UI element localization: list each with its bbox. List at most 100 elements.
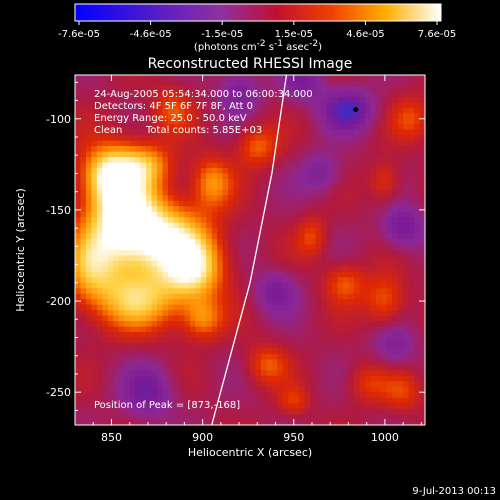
heatmap-cell — [348, 217, 355, 224]
heatmap-cell — [157, 260, 164, 268]
heatmap-cell — [102, 211, 109, 218]
heatmap-cell — [315, 195, 322, 202]
heatmap-cell — [75, 386, 82, 393]
heatmap-cell — [80, 364, 87, 371]
heatmap-cell — [157, 178, 164, 185]
heatmap-cell — [173, 228, 180, 235]
heatmap-cell — [206, 75, 213, 82]
heatmap-cell — [140, 337, 147, 344]
heatmap-cell — [304, 80, 311, 87]
heatmap-cell — [315, 102, 322, 109]
heatmap-cell — [80, 124, 87, 131]
heatmap-cell — [403, 337, 410, 344]
heatmap-cell — [299, 85, 306, 93]
heatmap-cell — [173, 321, 180, 328]
heatmap-cell — [113, 118, 120, 125]
heatmap-cell — [375, 184, 382, 191]
heatmap-cell — [211, 135, 218, 142]
heatmap-cell — [151, 162, 158, 169]
heatmap-cell — [419, 85, 425, 93]
heatmap-cell — [233, 113, 240, 120]
heatmap-cell — [250, 326, 257, 333]
heatmap-cell — [239, 332, 246, 339]
heatmap-cell — [228, 124, 235, 131]
heatmap-cell — [80, 293, 87, 300]
heatmap-cell — [113, 364, 120, 371]
heatmap-cell — [375, 200, 382, 207]
heatmap-cell — [321, 260, 328, 268]
heatmap-cell — [167, 85, 175, 93]
heatmap-cell — [364, 370, 371, 377]
heatmap-cell — [135, 310, 142, 317]
heatmap-cell — [370, 364, 377, 371]
heatmap-cell — [348, 233, 355, 240]
heatmap-cell — [255, 146, 262, 153]
heatmap-cell — [304, 408, 311, 415]
heatmap-cell — [359, 233, 366, 240]
heatmap-cell — [375, 299, 382, 306]
heatmap-cell — [211, 266, 218, 273]
heatmap-cell — [375, 228, 382, 235]
heatmap-cell — [260, 228, 268, 235]
heatmap-cell — [364, 184, 371, 191]
heatmap-cell — [359, 124, 366, 131]
heatmap-cell — [386, 102, 393, 109]
heatmap-cell — [135, 233, 142, 240]
heatmap-cell — [91, 124, 98, 131]
heatmap-cell — [419, 228, 425, 235]
heatmap-cell — [200, 332, 207, 339]
heatmap-cell — [364, 189, 371, 196]
heatmap-cell — [359, 250, 366, 257]
heatmap-cell — [260, 315, 268, 322]
heatmap-cell — [282, 85, 289, 93]
heatmap-cell — [326, 277, 333, 284]
heatmap-cell — [200, 189, 207, 196]
heatmap-cell — [403, 370, 410, 377]
heatmap-cell — [80, 184, 87, 191]
heatmap-cell — [146, 217, 153, 224]
heatmap-cell — [124, 184, 131, 191]
heatmap-cell — [96, 200, 103, 207]
heatmap-cell — [364, 375, 371, 382]
heatmap-cell — [184, 244, 191, 251]
heatmap-cell — [233, 414, 240, 421]
heatmap-cell — [80, 233, 87, 240]
heatmap-cell — [233, 359, 240, 366]
heatmap-cell — [200, 173, 207, 180]
heatmap-cell — [200, 195, 207, 202]
heatmap-cell — [162, 293, 169, 300]
heatmap-cell — [315, 140, 322, 147]
heatmap-cell — [211, 195, 218, 202]
heatmap-cell — [304, 217, 311, 224]
heatmap-cell — [353, 282, 360, 289]
heatmap-cell — [282, 217, 289, 224]
heatmap-cell — [315, 332, 322, 339]
heatmap-cell — [381, 206, 388, 213]
heatmap-cell — [80, 381, 87, 388]
heatmap-cell — [337, 135, 344, 142]
heatmap-cell — [146, 321, 153, 328]
heatmap-cell — [282, 271, 289, 278]
heatmap-cell — [321, 277, 328, 284]
heatmap-cell — [167, 326, 175, 333]
heatmap-cell — [250, 370, 257, 377]
heatmap-cell — [102, 299, 109, 306]
heatmap-cell — [326, 250, 333, 257]
heatmap-cell — [419, 326, 425, 333]
heatmap-cell — [151, 113, 158, 120]
heatmap-cell — [102, 135, 109, 142]
heatmap-cell — [315, 173, 322, 180]
heatmap-cell — [364, 271, 371, 278]
heatmap-cell — [91, 91, 98, 98]
heatmap-cell — [146, 244, 153, 251]
heatmap-cell — [211, 342, 218, 350]
heatmap-cell — [370, 195, 377, 202]
heatmap-cell — [408, 222, 415, 229]
heatmap-cell — [173, 195, 180, 202]
heatmap-cell — [195, 271, 202, 278]
heatmap-cell — [370, 260, 377, 268]
heatmap-cell — [107, 250, 114, 257]
heatmap-cell — [342, 107, 350, 114]
heatmap-cell — [189, 277, 196, 284]
heatmap-cell — [375, 75, 382, 82]
